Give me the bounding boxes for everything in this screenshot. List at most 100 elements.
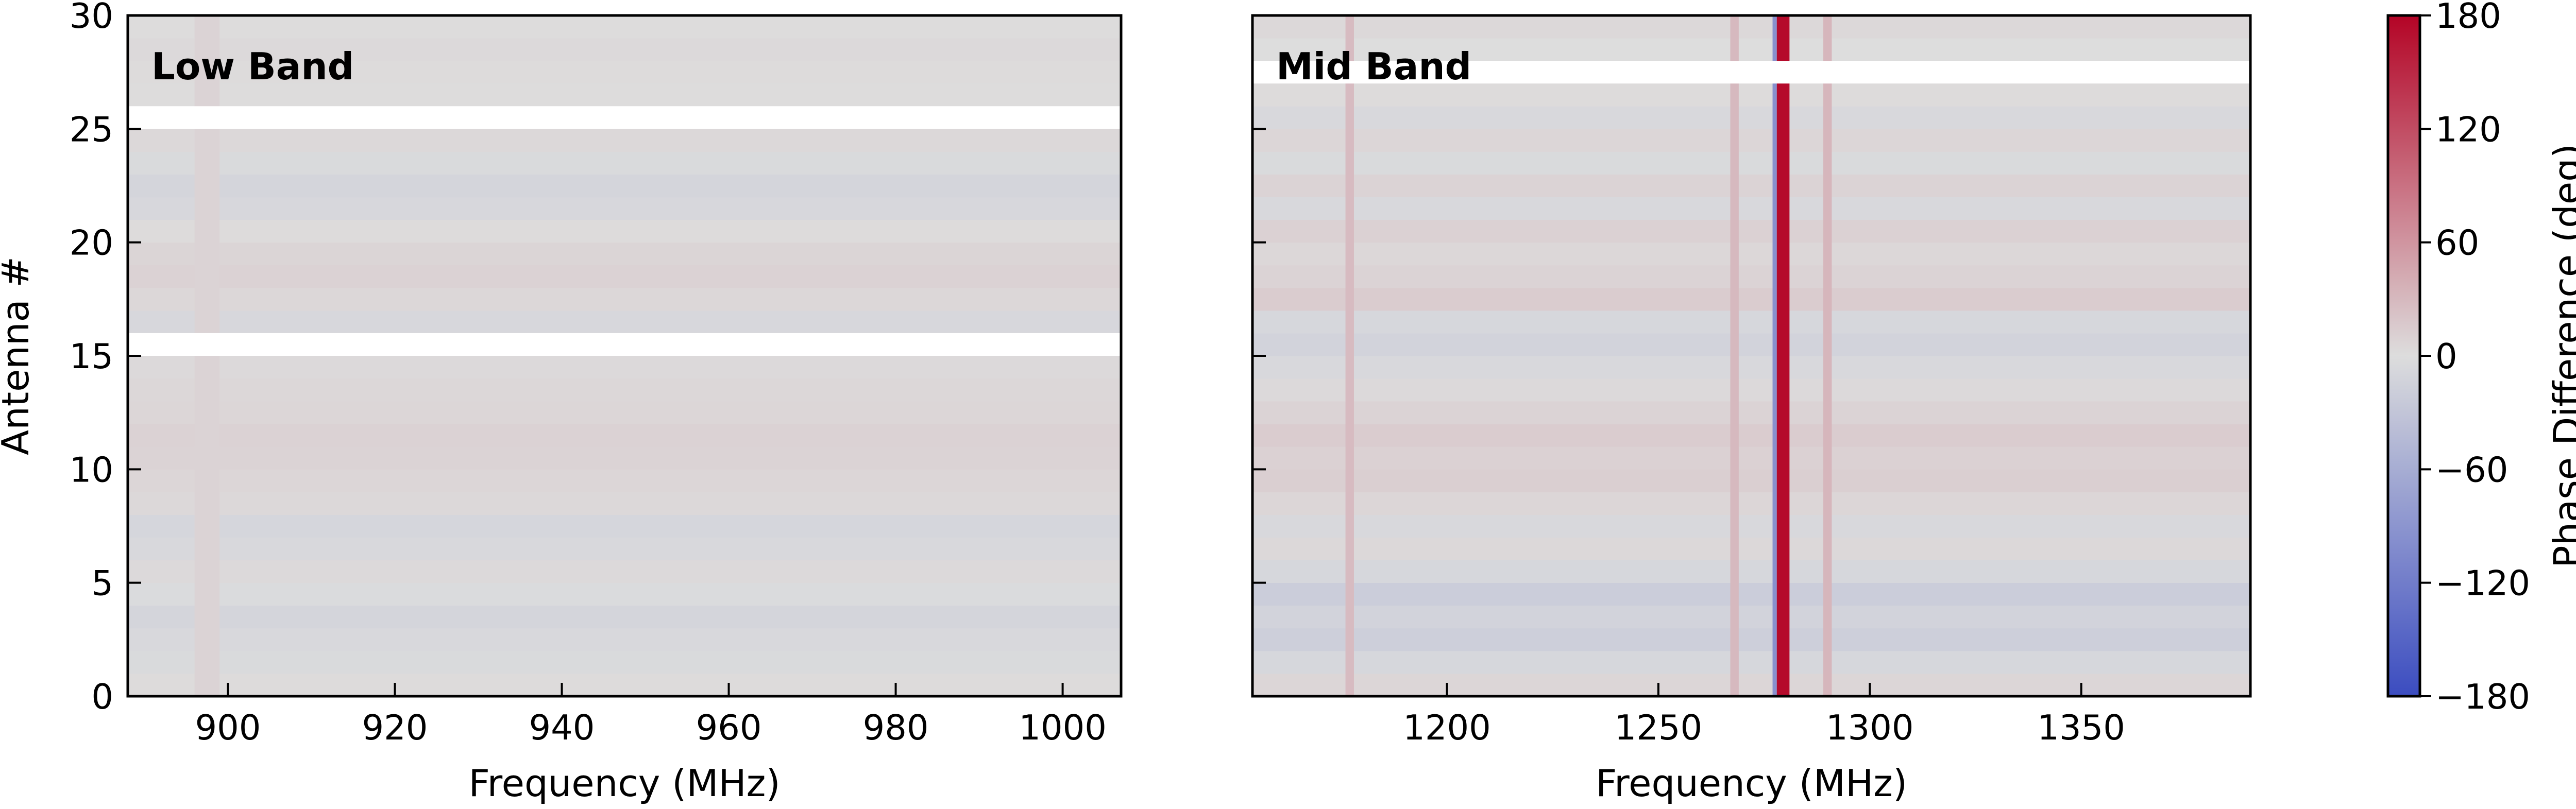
- antenna-row-cell: [1252, 333, 2250, 356]
- y-tick-label: 30: [70, 0, 113, 36]
- flagged-row: [128, 333, 1121, 356]
- colorbar: 180 120 60 0 −60 −120 −180 Phase Difference (d…: [2386, 0, 2576, 717]
- antenna-row-cell: [1252, 83, 2250, 107]
- mid-band-title: Mid Band: [1276, 45, 1471, 88]
- antenna-row-cell: [128, 492, 1121, 515]
- antenna-row-cell: [1252, 106, 2250, 129]
- antenna-row-cell: [128, 401, 1121, 424]
- antenna-row-cell: [1252, 401, 2250, 424]
- antenna-row-cell: [128, 673, 1121, 697]
- flagged-row: [128, 106, 1121, 129]
- antenna-row-cell: [1252, 514, 2250, 538]
- antenna-row-cell: [128, 582, 1121, 606]
- colorbar-ticks: 180 120 60 0 −60 −120 −180: [2420, 0, 2530, 717]
- antenna-row-cell: [1252, 582, 2250, 606]
- colorbar-tick-label: −180: [2435, 677, 2530, 717]
- y-tick-label: 0: [91, 677, 113, 717]
- antenna-row-cell: [128, 628, 1121, 651]
- channel-stripe: [1823, 15, 1832, 696]
- antenna-row-cell: [128, 378, 1121, 402]
- antenna-row-cell: [128, 424, 1121, 447]
- colorbar-tick-label: 180: [2435, 0, 2501, 36]
- y-tick-label: 10: [70, 450, 113, 490]
- antenna-row-cell: [128, 38, 1121, 61]
- antenna-row-cell: [1252, 356, 2250, 379]
- y-axis-label: Antenna #: [0, 256, 37, 455]
- antenna-row-cell: [128, 61, 1121, 84]
- x-tick-label: 1200: [1403, 708, 1491, 748]
- x-tick-label: 920: [362, 708, 428, 748]
- antenna-row-cell: [1252, 15, 2250, 39]
- antenna-row-cell: [1252, 492, 2250, 515]
- antenna-row-cell: [1252, 151, 2250, 175]
- antenna-row-cell: [128, 514, 1121, 538]
- antenna-row-cell: [1252, 446, 2250, 470]
- antenna-row-cell: [128, 469, 1121, 492]
- channel-stripe: [1776, 15, 1790, 696]
- flagged-row: [1252, 61, 2250, 84]
- antenna-row-cell: [128, 83, 1121, 107]
- antenna-row-cell: [128, 174, 1121, 198]
- antenna-row-cell: [1252, 265, 2250, 288]
- antenna-row-cell: [128, 197, 1121, 220]
- antenna-row-cell: [1252, 469, 2250, 492]
- low-band-x-axis-label: Frequency (MHz): [468, 762, 780, 805]
- antenna-row-cell: [1252, 287, 2250, 311]
- y-tick-label: 20: [70, 223, 113, 263]
- antenna-row-cell: [1252, 650, 2250, 674]
- antenna-row-cell: [1252, 174, 2250, 198]
- antenna-row-cell: [128, 219, 1121, 243]
- antenna-row-cell: [128, 446, 1121, 470]
- colorbar-label: Phase Difference (deg): [2546, 144, 2576, 568]
- x-tick-label: 1300: [1826, 708, 1914, 748]
- x-tick-label: 980: [863, 708, 929, 748]
- antenna-row-cell: [128, 356, 1121, 379]
- colorbar-tick-label: 0: [2435, 336, 2458, 376]
- y-tick-label: 25: [70, 109, 113, 149]
- antenna-row-cell: [1252, 560, 2250, 583]
- antenna-row-cell: [128, 129, 1121, 152]
- colorbar-gradient: [2386, 14, 2421, 698]
- antenna-row-cell: [1252, 242, 2250, 266]
- x-tick-label: 1250: [1615, 708, 1703, 748]
- antenna-row-cell: [1252, 197, 2250, 220]
- antenna-row-cell: [128, 310, 1121, 334]
- antenna-row-cell: [128, 242, 1121, 266]
- channel-stripe: [1772, 15, 1777, 696]
- antenna-row-cell: [1252, 605, 2250, 629]
- antenna-row-cell: [128, 151, 1121, 175]
- channel-stripe: [1730, 15, 1739, 696]
- colorbar-tick-label: 60: [2435, 223, 2479, 263]
- antenna-row-cell: [128, 287, 1121, 311]
- antenna-row-cell: [128, 537, 1121, 561]
- antenna-row-cell: [1252, 38, 2250, 61]
- colorbar-tick-label: −60: [2435, 450, 2508, 490]
- colorbar-tick-label: −120: [2435, 563, 2530, 604]
- x-tick-label: 960: [696, 708, 762, 748]
- y-tick-label: 5: [91, 563, 113, 604]
- antenna-row-cell: [128, 15, 1121, 39]
- antenna-row-cell: [1252, 219, 2250, 243]
- mid-band-panel: 1200 1250 1300 1350 Mid Band Frequency (MHz…: [1251, 14, 2252, 805]
- x-tick-label: 900: [195, 708, 261, 748]
- y-tick-label: 15: [70, 336, 113, 376]
- low-band-panel: 900 920 940 960 980 1000 0 5 10 15 20 25 30 Low Band…: [0, 0, 1123, 805]
- low-band-heatmap-cells: [128, 15, 1121, 697]
- channel-stripe: [1345, 15, 1354, 696]
- antenna-row-cell: [128, 265, 1121, 288]
- antenna-row-cell: [128, 605, 1121, 629]
- low-band-ticks: 900 920 940 960 980 1000 0 5 10 15 20 25 30: [70, 0, 1107, 748]
- colorbar-tick-label: 120: [2435, 109, 2501, 149]
- low-band-title: Low Band: [151, 45, 354, 88]
- mid-band-ticks: 1200 1250 1300 1350: [1252, 14, 2125, 748]
- x-tick-label: 940: [529, 708, 595, 748]
- antenna-row-cell: [128, 560, 1121, 583]
- antenna-row-cell: [1252, 537, 2250, 561]
- antenna-row-cell: [1252, 378, 2250, 402]
- antenna-row-cell: [1252, 129, 2250, 152]
- mid-band-heatmap-cells: [1252, 15, 2250, 697]
- antenna-row-cell: [128, 650, 1121, 674]
- antenna-row-cell: [1252, 673, 2250, 697]
